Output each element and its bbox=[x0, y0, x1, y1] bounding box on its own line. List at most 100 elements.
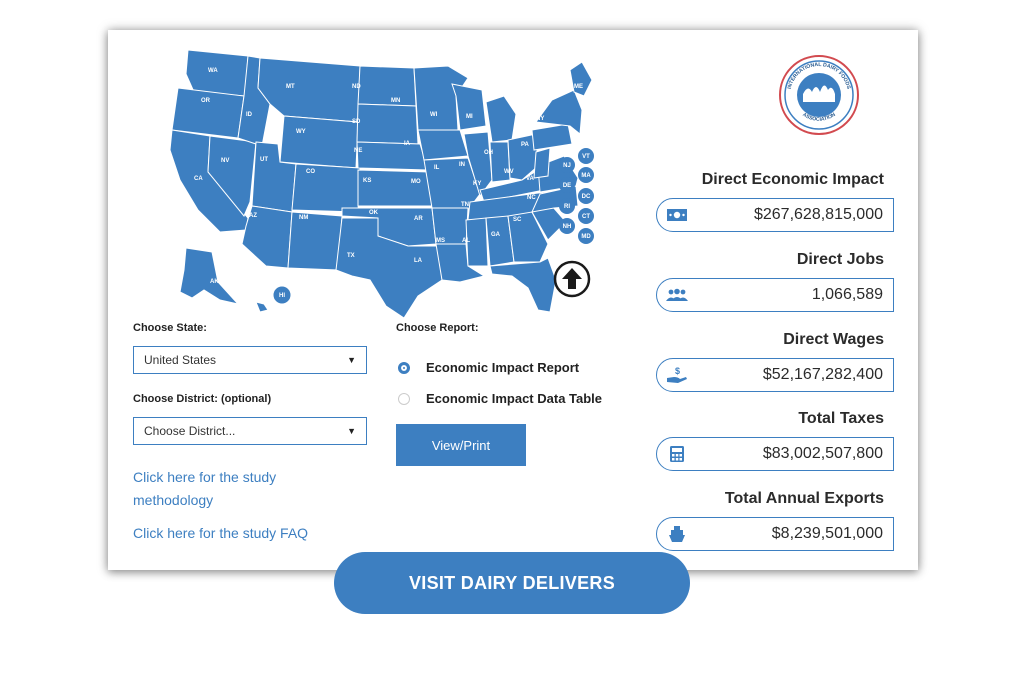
map-label-nv: NV bbox=[221, 158, 229, 164]
stat-title-exports: Total Annual Exports bbox=[724, 490, 884, 507]
stat-value-wages: $52,167,282,400 bbox=[762, 366, 883, 383]
state-tx bbox=[335, 217, 443, 319]
view-print-button[interactable]: View/Print bbox=[396, 424, 526, 466]
svg-text:ASSOCIATION: ASSOCIATION bbox=[801, 112, 837, 123]
state-wv bbox=[533, 147, 551, 179]
map-circle-md: MD bbox=[578, 228, 594, 244]
report-option-impact-label: Economic Impact Report bbox=[426, 360, 580, 375]
small-state-circles[interactable]: VT NJ MA DE DC RI CT NH MD bbox=[559, 148, 594, 244]
visit-dairy-delivers-button[interactable]: VISIT DAIRY DELIVERS bbox=[334, 552, 690, 614]
stat-title-economic-impact: Direct Economic Impact bbox=[701, 171, 884, 188]
map-label-pa: PA bbox=[521, 142, 530, 148]
map-label-oh: OH bbox=[484, 150, 493, 156]
map-circle-dc: DC bbox=[578, 188, 594, 204]
state-il bbox=[463, 131, 493, 198]
idfa-logo: INTERNATIONAL DAIRY FOODS ASSOCIATION bbox=[779, 55, 859, 135]
map-label-ia: IA bbox=[404, 141, 411, 147]
stat-box-wages: $ $52,167,282,400 bbox=[656, 358, 894, 392]
map-label-ok: OK bbox=[369, 210, 379, 216]
state-nm bbox=[287, 211, 343, 271]
map-label-mt: MT bbox=[286, 84, 295, 90]
state-mi bbox=[485, 95, 517, 143]
choose-district-label: Choose District: (optional) bbox=[133, 393, 272, 405]
map-circle-nj: NJ bbox=[559, 157, 575, 173]
map-label-me: ME bbox=[574, 84, 583, 90]
stat-title-jobs: Direct Jobs bbox=[796, 251, 884, 268]
methodology-link[interactable]: Click here for the study methodology bbox=[133, 469, 277, 508]
state-select-value: United States bbox=[144, 353, 217, 367]
state-la bbox=[435, 243, 486, 283]
map-label-ny: NY bbox=[536, 116, 544, 122]
map-circle-ma: MA bbox=[578, 167, 594, 183]
state-select[interactable]: United States ▼ bbox=[133, 346, 367, 374]
us-map[interactable]: WA OR ID MT WY ND SD NE MN IA WI MI IL I… bbox=[108, 30, 608, 320]
state-ga bbox=[507, 211, 549, 263]
district-select-value: Choose District... bbox=[144, 424, 236, 438]
map-label-ks: KS bbox=[363, 178, 371, 184]
map-label-al: AL bbox=[462, 238, 470, 244]
map-label-sd: SD bbox=[352, 119, 361, 125]
state-oh bbox=[507, 133, 539, 181]
map-label-fl: FL bbox=[512, 280, 520, 286]
map-label-nc: NC bbox=[527, 195, 536, 201]
state-wi bbox=[451, 83, 487, 131]
map-label-id: ID bbox=[246, 112, 253, 118]
money-icon bbox=[657, 208, 697, 222]
svg-text:CT: CT bbox=[582, 214, 590, 220]
state-in bbox=[489, 141, 511, 183]
svg-text:DC: DC bbox=[582, 194, 591, 200]
dropdown-arrow-icon: ▼ bbox=[347, 355, 356, 365]
map-label-mn: MN bbox=[391, 98, 400, 104]
district-select[interactable]: Choose District... ▼ bbox=[133, 417, 367, 445]
state-ks bbox=[357, 169, 433, 207]
radio-selected[interactable] bbox=[398, 361, 410, 374]
map-circle-nh: NH bbox=[559, 218, 575, 234]
state-wy bbox=[279, 115, 359, 169]
svg-text:NH: NH bbox=[563, 224, 572, 230]
state-hi bbox=[255, 301, 269, 313]
ship-icon bbox=[657, 524, 697, 544]
dropdown-arrow-icon: ▼ bbox=[347, 426, 356, 436]
svg-text:DE: DE bbox=[563, 183, 571, 189]
stat-box-taxes: $83,002,507,800 bbox=[656, 437, 894, 471]
map-circle-ct: CT bbox=[578, 208, 594, 224]
stat-title-taxes: Total Taxes bbox=[798, 410, 884, 427]
map-label-nm: NM bbox=[299, 215, 308, 221]
map-circle-vt: VT bbox=[578, 148, 594, 164]
svg-text:HI: HI bbox=[279, 293, 285, 299]
wages-hand-icon: $ bbox=[657, 366, 697, 384]
report-option-impact[interactable]: Economic Impact Report bbox=[398, 360, 579, 375]
map-circle-de: DE bbox=[559, 177, 575, 193]
choose-report-label: Choose Report: bbox=[396, 322, 479, 334]
state-ny bbox=[535, 89, 583, 135]
state-pa bbox=[531, 123, 573, 151]
radio-unselected[interactable] bbox=[398, 392, 410, 405]
stat-value-taxes: $83,002,507,800 bbox=[762, 445, 883, 462]
svg-text:RI: RI bbox=[564, 204, 570, 210]
map-label-co: CO bbox=[306, 169, 315, 175]
svg-text:$: $ bbox=[675, 366, 680, 376]
stat-value-jobs: 1,066,589 bbox=[811, 286, 883, 303]
people-icon bbox=[657, 288, 697, 302]
map-label-ut: UT bbox=[260, 157, 268, 163]
stat-box-jobs: 1,066,589 bbox=[656, 278, 894, 312]
map-label-mo: MO bbox=[411, 179, 421, 185]
map-circle-hi[interactable]: HI bbox=[272, 285, 292, 305]
map-label-mi: MI bbox=[466, 114, 473, 120]
map-label-or: OR bbox=[201, 98, 211, 104]
up-arrow-icon[interactable] bbox=[553, 260, 591, 298]
stat-title-wages: Direct Wages bbox=[783, 331, 884, 348]
stat-box-exports: $8,239,501,000 bbox=[656, 517, 894, 551]
calculator-icon bbox=[657, 445, 697, 463]
map-label-ms: MS bbox=[436, 238, 445, 244]
state-ia bbox=[417, 129, 469, 161]
impact-panel: WA OR ID MT WY ND SD NE MN IA WI MI IL I… bbox=[108, 30, 918, 570]
state-me bbox=[569, 61, 593, 97]
state-nd bbox=[357, 65, 417, 107]
state-mt bbox=[257, 57, 361, 123]
faq-link[interactable]: Click here for the study FAQ bbox=[133, 525, 309, 541]
map-label-ga: GA bbox=[491, 232, 501, 238]
map-label-wv: WV bbox=[504, 169, 514, 175]
report-option-data-table[interactable]: Economic Impact Data Table bbox=[398, 391, 602, 406]
map-label-ar: AR bbox=[414, 216, 423, 222]
